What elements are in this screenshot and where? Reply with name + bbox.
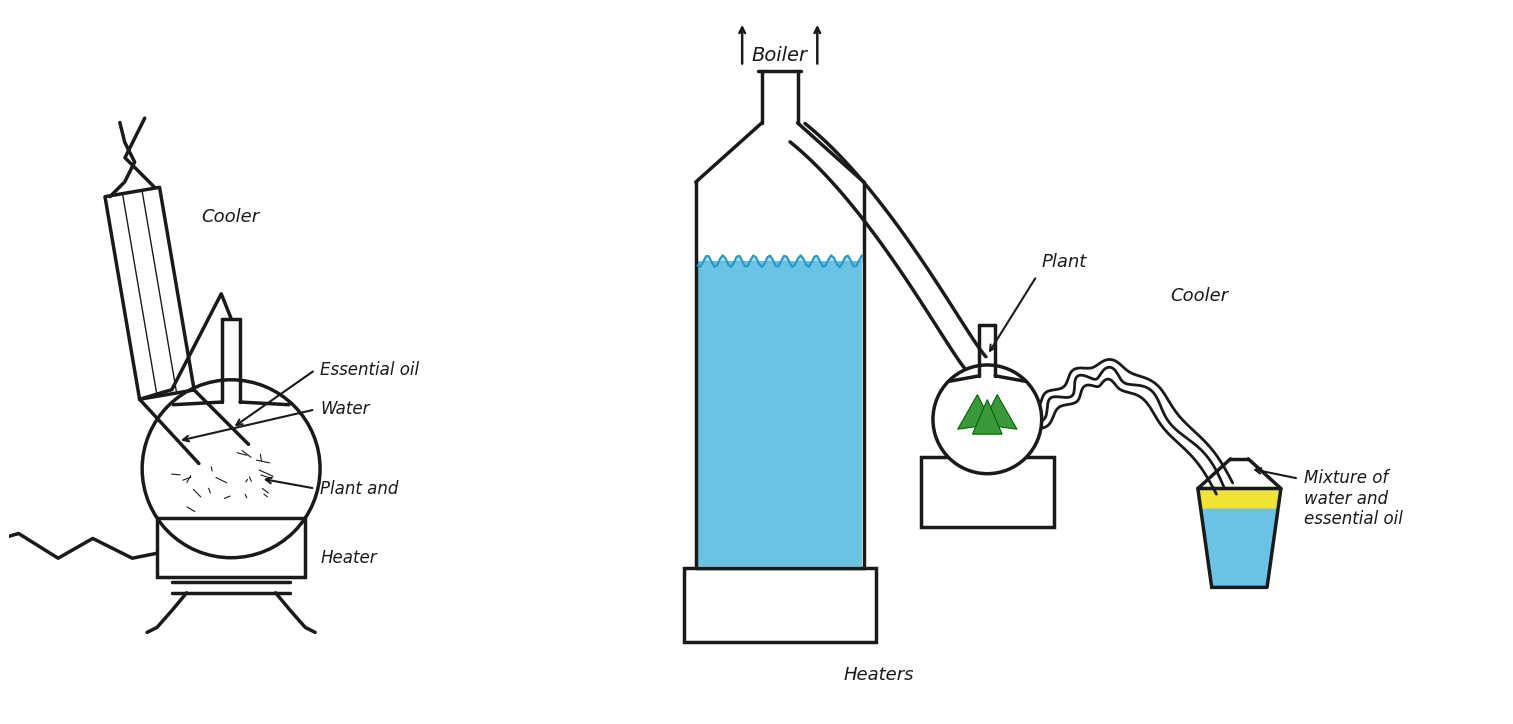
Text: Plant and: Plant and <box>321 479 398 497</box>
Text: Heaters: Heaters <box>843 667 914 684</box>
Text: Cooler: Cooler <box>201 208 260 226</box>
Polygon shape <box>982 395 1017 429</box>
Text: Mixture of
water and
essential oil: Mixture of water and essential oil <box>1304 468 1403 529</box>
Text: Heater: Heater <box>321 549 377 567</box>
Polygon shape <box>973 400 1002 434</box>
Bar <box>697 261 862 565</box>
Text: Plant: Plant <box>1041 253 1086 271</box>
Bar <box>157 518 306 577</box>
Text: Water: Water <box>321 400 369 418</box>
Polygon shape <box>958 395 993 429</box>
Polygon shape <box>1198 487 1282 508</box>
Circle shape <box>934 365 1041 473</box>
Polygon shape <box>1201 508 1278 586</box>
Text: Essential oil: Essential oil <box>321 361 419 379</box>
Text: Boiler: Boiler <box>752 46 808 64</box>
Bar <box>684 568 876 641</box>
Bar <box>921 458 1053 526</box>
Text: Cooler: Cooler <box>1170 287 1229 305</box>
